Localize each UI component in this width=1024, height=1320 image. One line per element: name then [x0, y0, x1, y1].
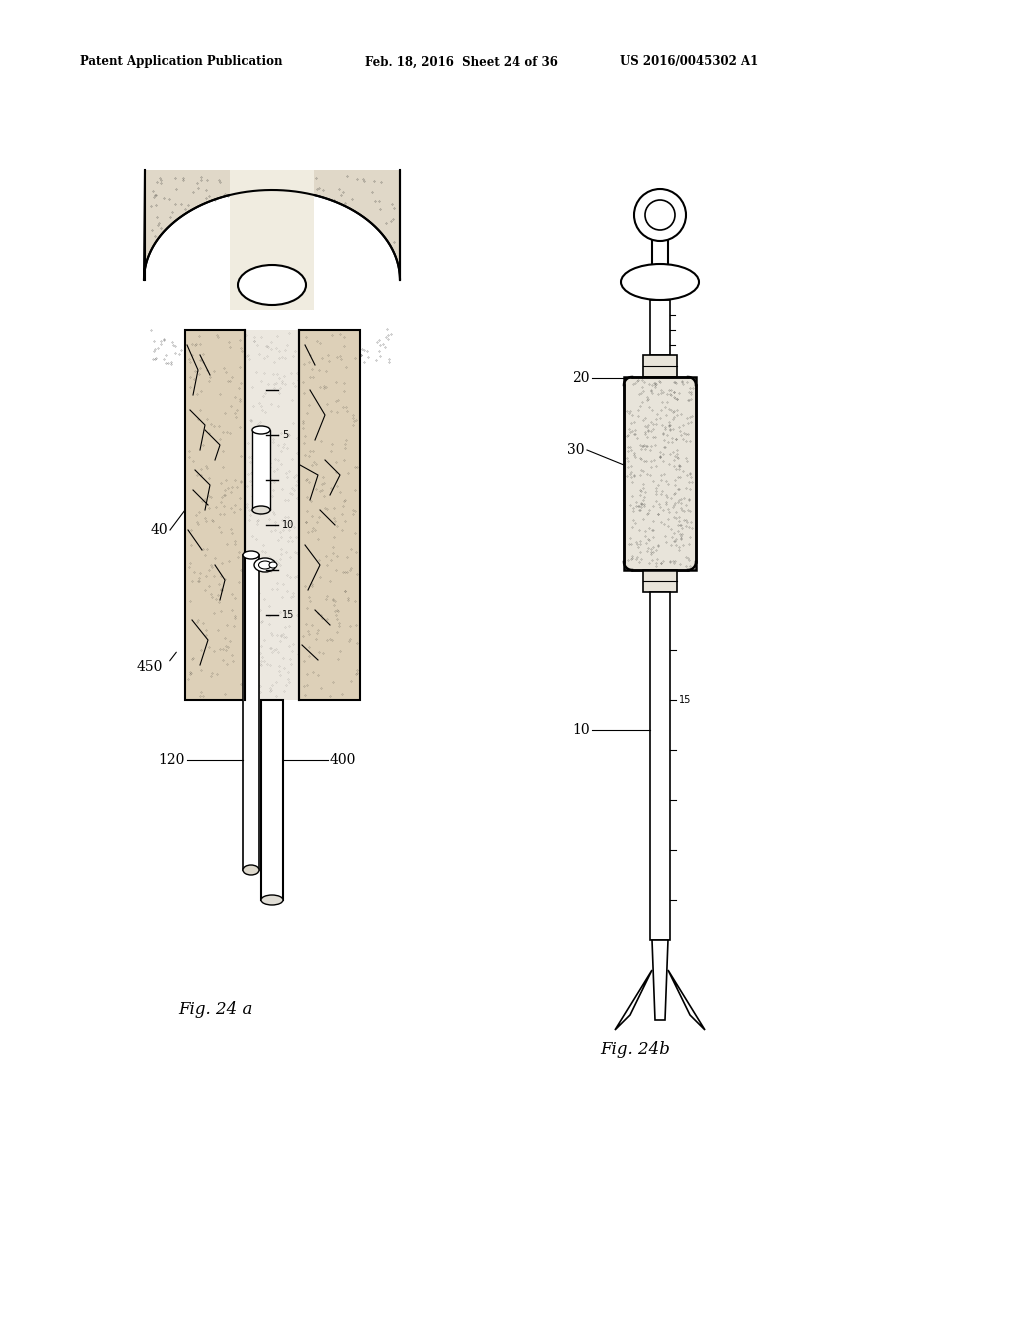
Ellipse shape [645, 201, 675, 230]
Text: Fig. 24 a: Fig. 24 a [178, 1002, 252, 1019]
Text: 10: 10 [282, 520, 294, 531]
Ellipse shape [621, 264, 699, 300]
Bar [185, 330, 245, 700]
Bar [650, 300, 670, 355]
Text: US 2016/0045302 A1: US 2016/0045302 A1 [620, 55, 758, 69]
Text: 450: 450 [136, 660, 163, 675]
Ellipse shape [252, 426, 270, 434]
Bar [230, 170, 314, 310]
Text: 20: 20 [572, 371, 590, 385]
Polygon shape [668, 970, 705, 1030]
Bar [643, 355, 677, 378]
Ellipse shape [243, 865, 259, 875]
Text: Fig. 24b: Fig. 24b [600, 1041, 670, 1059]
Text: 30: 30 [567, 444, 585, 457]
Bar [650, 591, 670, 940]
Ellipse shape [634, 189, 686, 242]
Polygon shape [652, 940, 668, 1020]
Bar [243, 554, 259, 870]
Text: 5: 5 [282, 430, 288, 440]
Text: 40: 40 [151, 523, 168, 537]
Ellipse shape [261, 895, 283, 906]
Bar [261, 700, 283, 900]
Bar [299, 330, 360, 700]
Text: 120: 120 [159, 752, 185, 767]
Text: 10: 10 [572, 723, 590, 737]
Text: 15: 15 [679, 696, 691, 705]
Text: 15: 15 [282, 610, 294, 620]
Polygon shape [144, 170, 400, 280]
Ellipse shape [243, 550, 259, 558]
Ellipse shape [254, 558, 276, 572]
Text: Feb. 18, 2016  Sheet 24 of 36: Feb. 18, 2016 Sheet 24 of 36 [365, 55, 558, 69]
Ellipse shape [252, 506, 270, 513]
Bar [643, 570, 677, 591]
Ellipse shape [269, 562, 278, 568]
Ellipse shape [238, 265, 306, 305]
Text: 400: 400 [330, 752, 356, 767]
Polygon shape [615, 970, 652, 1030]
Bar [245, 330, 299, 700]
Bar [624, 378, 696, 570]
Bar [252, 430, 270, 510]
Text: Patent Application Publication: Patent Application Publication [80, 55, 283, 69]
Ellipse shape [258, 561, 271, 569]
